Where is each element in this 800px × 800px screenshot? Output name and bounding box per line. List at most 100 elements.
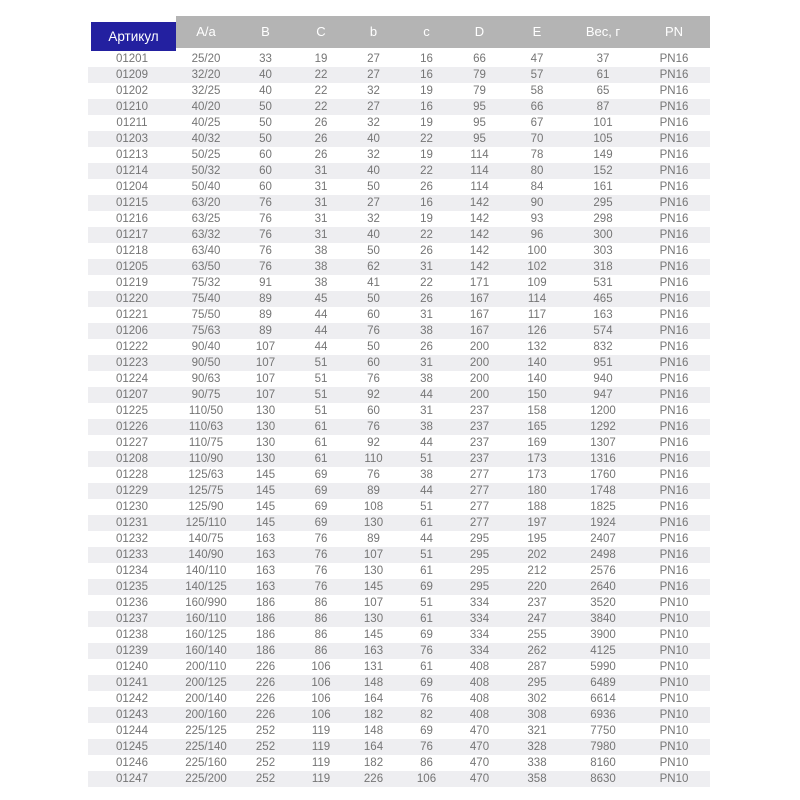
cell-c: 38 [420,373,433,385]
table-row: 01216 63/25 76 31 32 19 142 93 298 PN16 [88,211,710,227]
cell-c: 51 [420,597,433,609]
table-row: 01208 110/90 130 61 110 51 237 173 1316 PN16 [88,451,710,467]
cell-D: 79 [473,85,486,97]
cell-E: 328 [527,741,547,753]
cell-c: 38 [420,421,433,433]
table-row: 01205 63/50 76 38 62 31 142 102 318 PN16 [88,259,710,275]
cell-C: 86 [314,597,328,609]
cell-E: 132 [527,341,547,353]
cell-weight-g: 161 [593,181,613,193]
cell-B: 226 [255,709,276,721]
cell-E: 80 [530,165,544,177]
cell-weight-g: 3900 [590,629,616,641]
cell-b: 50 [367,341,380,353]
cell-C: 26 [314,133,328,145]
cell-D: 334 [469,613,490,625]
cell-b: 76 [367,469,380,481]
cell-weight-g: 5990 [590,661,616,673]
cell-E: 140 [527,357,547,369]
cell-artikul: 01236 [116,597,148,609]
cell-c: 16 [420,197,433,209]
cell-C: 86 [314,613,328,625]
cell-B: 186 [255,645,276,657]
cell-D: 142 [469,229,490,241]
cell-C: 51 [314,405,328,417]
cell-pn: PN10 [659,645,689,657]
cell-E: 255 [527,629,547,641]
cell-E: 302 [527,693,547,705]
cell-B: 186 [255,629,276,641]
cell-E: 202 [527,549,547,561]
cell-weight-g: 4125 [590,645,616,657]
cell-pn: PN10 [659,613,689,625]
cell-E: 78 [530,149,544,161]
table-row: 01246 225/160 252 119 182 86 470 338 8160 PN10 [88,755,710,771]
table-row: 01228 125/63 145 69 76 38 277 173 1760 PN16 [88,467,710,483]
cell-pn: PN16 [659,453,689,465]
cell-E: 126 [527,325,547,337]
cell-c: 31 [420,405,433,417]
table-row: 01225 110/50 130 51 60 31 237 158 1200 PN16 [88,403,710,419]
cell-a-a: 200/140 [185,693,227,705]
cell-weight-g: 149 [593,149,613,161]
cell-a-a: 63/32 [191,229,221,241]
cell-D: 408 [469,677,490,689]
cell-D: 334 [469,645,490,657]
cell-pn: PN16 [659,293,689,305]
cell-pn: PN16 [659,485,689,497]
cell-E: 237 [527,597,547,609]
cell-artikul: 01215 [116,197,148,209]
cell-a-a: 160/125 [185,629,227,641]
cell-D: 277 [469,469,490,481]
cell-b: 50 [367,181,380,193]
cell-D: 114 [470,165,489,177]
cell-weight-g: 1924 [590,517,616,529]
cell-C: 76 [314,581,328,593]
cell-artikul: 01241 [116,677,148,689]
cell-b: 108 [363,501,384,513]
cell-B: 186 [255,597,276,609]
cell-c: 61 [420,517,433,529]
cell-C: 119 [311,773,331,785]
cell-B: 76 [259,245,272,257]
cell-E: 247 [527,613,547,625]
cell-weight-g: 152 [593,165,613,177]
cell-artikul: 01209 [116,69,148,81]
cell-b: 163 [363,645,384,657]
cell-B: 50 [259,133,272,145]
cell-artikul: 01235 [116,581,148,593]
table-row: 01242 200/140 226 106 164 76 408 302 6614 PN10 [88,691,710,707]
cell-weight-g: 2498 [590,549,616,561]
cell-c: 44 [420,437,433,449]
cell-B: 60 [259,165,272,177]
cell-C: 31 [314,229,328,241]
cell-a-a: 32/20 [191,69,221,81]
cell-E: 295 [527,677,547,689]
cell-E: 117 [527,309,547,321]
cell-B: 60 [259,181,272,193]
cell-E: 338 [527,757,547,769]
cell-a-a: 110/63 [188,421,224,433]
cell-B: 107 [255,341,276,353]
cell-C: 106 [311,693,331,705]
cell-weight-g: 1307 [590,437,616,449]
cell-b: 60 [367,309,380,321]
cell-B: 252 [255,773,276,785]
cell-artikul: 01214 [116,165,148,177]
table-row: 01206 75/63 89 44 76 38 167 126 574 PN16 [88,323,710,339]
cell-b: 145 [363,629,384,641]
table-row: 01203 40/32 50 26 40 22 95 70 105 PN16 [88,131,710,147]
cell-artikul: 01202 [116,85,148,97]
cell-D: 470 [469,741,490,753]
cell-artikul: 01232 [116,533,148,545]
cell-C: 69 [314,501,328,513]
cell-b: 226 [363,773,384,785]
cell-a-a: 160/110 [185,613,227,625]
cell-B: 145 [255,501,276,513]
cell-c: 51 [420,453,433,465]
cell-B: 89 [259,293,272,305]
cell-B: 76 [259,229,272,241]
cell-pn: PN16 [659,133,689,145]
cell-B: 145 [255,469,276,481]
cell-c: 76 [420,693,433,705]
